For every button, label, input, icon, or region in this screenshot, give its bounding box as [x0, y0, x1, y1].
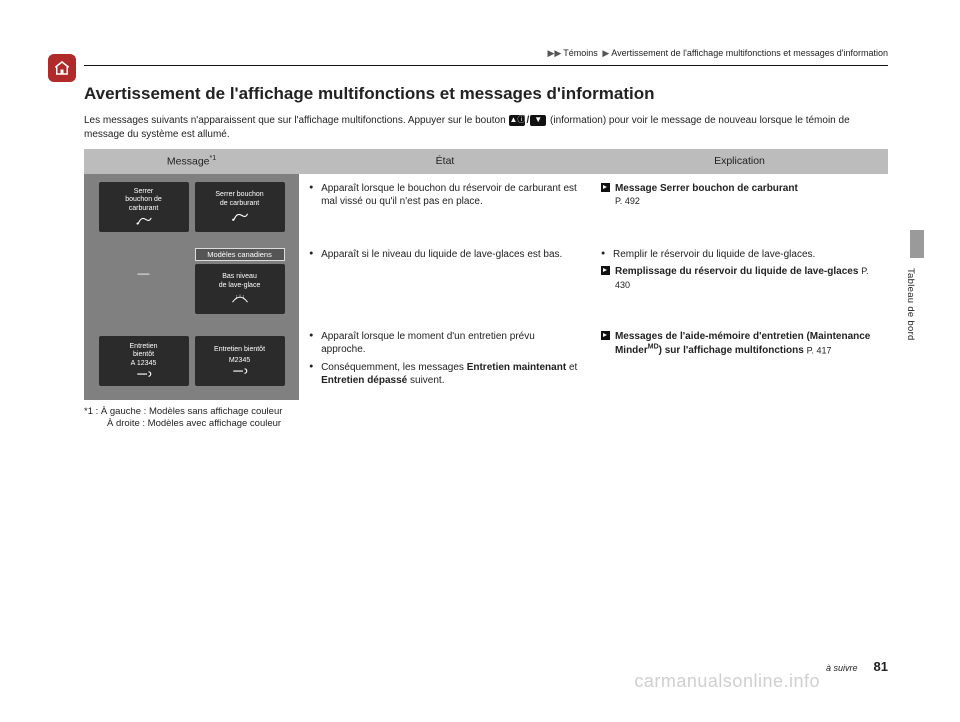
- etat-cell: Apparaît si le niveau du liquide de lave…: [299, 240, 591, 322]
- expl-cell: Messages de l'aide-mémoire d'entretien (…: [591, 322, 888, 400]
- breadcrumb-a: Témoins: [563, 48, 598, 58]
- breadcrumb-b: Avertissement de l'affichage multifoncti…: [611, 48, 888, 58]
- table-row: Serrer bouchon de carburant Serrer bouch…: [84, 174, 888, 240]
- messages-table: Message*1 État Explication Serrer boucho…: [84, 149, 888, 400]
- table-row: — Modèles canadiens Bas niveau de lave-g…: [84, 240, 888, 322]
- watermark: carmanualsonline.info: [634, 671, 820, 692]
- page-number: 81: [874, 659, 888, 674]
- expl-cell: Remplir le réservoir du liquide de lave-…: [591, 240, 888, 322]
- thumb-left-dash: —: [99, 248, 189, 298]
- col-message: Message*1: [84, 149, 299, 174]
- thumb-left: Entretien bientôt A 12345: [99, 336, 189, 386]
- msg-thumbs: Entretien bientôt A 12345 Entretien bien…: [84, 322, 299, 400]
- ref-link: Remplissage du réservoir du liquide de l…: [601, 265, 878, 292]
- side-section-label: Tableau de bord: [905, 268, 916, 341]
- table-row: Entretien bientôt A 12345 Entretien bien…: [84, 322, 888, 400]
- page-footer: à suivre 81: [826, 659, 888, 674]
- col-etat: État: [299, 149, 591, 174]
- msg-thumbs: Serrer bouchon de carburant Serrer bouch…: [84, 174, 299, 240]
- fuel-cap-icon: [135, 215, 153, 225]
- side-tab: [910, 230, 924, 258]
- breadcrumb: ▶▶Témoins ▶Avertissement de l'affichage …: [84, 48, 888, 65]
- continue-label: à suivre: [826, 663, 858, 673]
- ref-link: Messages de l'aide-mémoire d'entretien (…: [601, 330, 878, 358]
- wrench-icon: [231, 367, 249, 375]
- canadian-badge: Modèles canadiens: [195, 248, 285, 261]
- thumb-right: Entretien bientôt M2345: [195, 336, 285, 386]
- footnote: *1 : À gauche : Modèles sans affichage c…: [84, 406, 888, 432]
- info-down-icon: ▼: [530, 115, 546, 126]
- thumb-right: Bas niveau de lave-glace: [195, 264, 285, 314]
- intro-text: Les messages suivants n'apparaissent que…: [84, 114, 888, 141]
- expl-cell: Message Serrer bouchon de carburant P. 4…: [591, 174, 888, 240]
- ref-link: Message Serrer bouchon de carburant P. 4…: [601, 182, 878, 209]
- top-rule: [84, 65, 888, 66]
- wrench-icon: [135, 370, 153, 378]
- etat-cell: Apparaît lorsque le bouchon du réservoir…: [299, 174, 591, 240]
- col-explication: Explication: [591, 149, 888, 174]
- washer-icon: [230, 292, 250, 304]
- etat-rich-item: Conséquemment, les messages Entretien ma…: [309, 361, 581, 388]
- home-icon[interactable]: [48, 54, 76, 82]
- page-title: Avertissement de l'affichage multifoncti…: [84, 84, 888, 104]
- etat-cell: Apparaît lorsque le moment d'un entretie…: [299, 322, 591, 400]
- info-up-icon: ▲ⓘ: [509, 115, 525, 126]
- thumb-left: Serrer bouchon de carburant: [99, 182, 189, 232]
- msg-thumbs: — Modèles canadiens Bas niveau de lave-g…: [84, 240, 299, 322]
- fuel-cap-icon: [231, 210, 249, 222]
- thumb-right: Serrer bouchon de carburant: [195, 182, 285, 232]
